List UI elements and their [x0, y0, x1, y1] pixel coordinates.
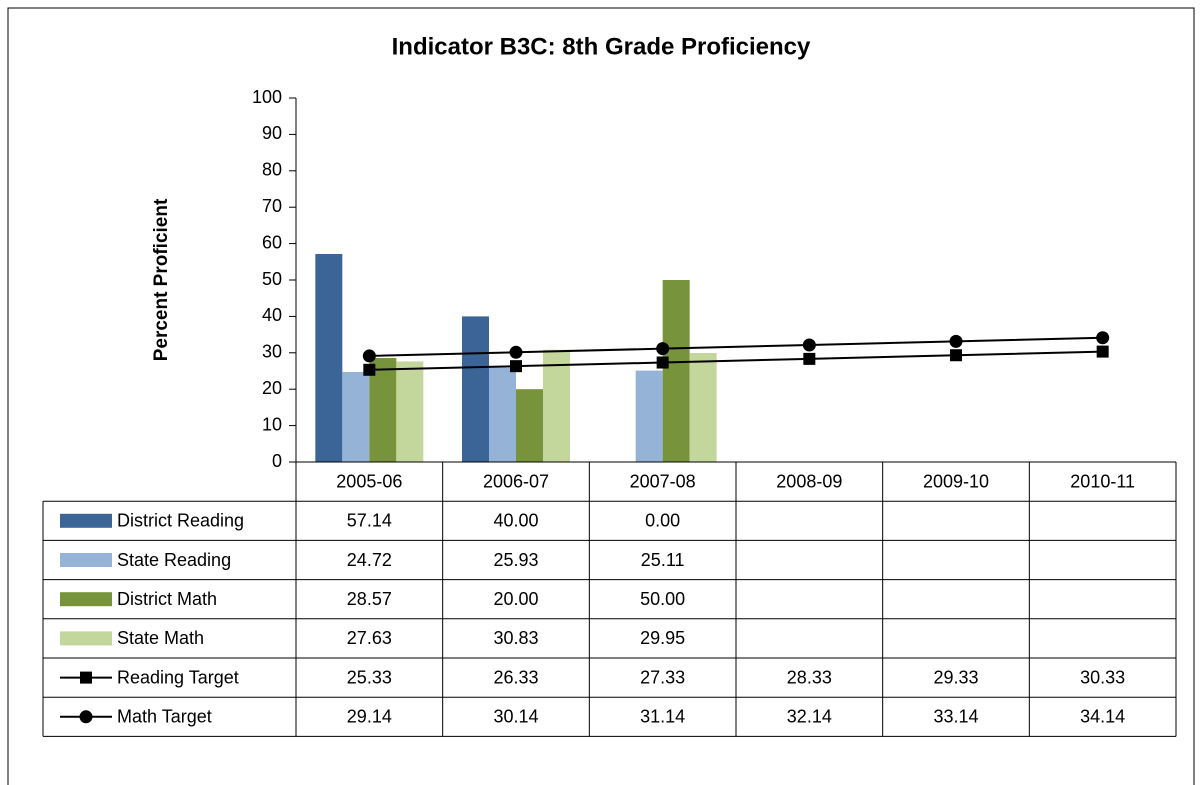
square-marker [950, 349, 962, 362]
circle-marker [802, 338, 816, 352]
legend-swatch [60, 553, 112, 567]
y-tick-label: 10 [262, 414, 282, 434]
x-tick-label: 2005-06 [336, 471, 402, 491]
x-tick-label: 2007-08 [630, 471, 696, 491]
table-value: 40.00 [493, 511, 538, 531]
y-tick-label: 60 [262, 232, 282, 252]
x-tick-label: 2009-10 [923, 471, 989, 491]
table-value: 31.14 [640, 707, 685, 727]
table-value: 30.14 [493, 707, 538, 727]
y-tick-label: 80 [262, 160, 282, 180]
square-marker [363, 363, 376, 376]
table-value: 32.14 [787, 707, 832, 727]
bar [516, 389, 543, 462]
table-value: 50.00 [640, 589, 685, 609]
legend-swatch [60, 592, 112, 607]
chart-title: Indicator B3C: 8th Grade Proficiency [392, 33, 811, 60]
circle-marker [362, 349, 376, 363]
table-value: 30.83 [493, 628, 538, 648]
legend-marker [79, 710, 93, 724]
target-line [369, 336, 1103, 357]
circle-marker [509, 345, 523, 359]
bar [689, 352, 717, 462]
x-tick-label: 2008-09 [776, 471, 842, 491]
legend-label: District Math [117, 589, 217, 609]
y-tick-label: 70 [262, 196, 282, 216]
circle-marker [656, 342, 670, 356]
bar [635, 370, 663, 462]
table-value: 57.14 [347, 511, 392, 531]
table-value: 26.33 [493, 667, 538, 687]
bar [489, 367, 516, 462]
y-tick-label: 100 [252, 87, 282, 107]
square-marker [510, 360, 522, 373]
legend-label: State Reading [117, 550, 231, 570]
table-value: 28.57 [347, 589, 392, 609]
y-axis-title: Percent Proficient [151, 198, 172, 361]
table-value: 33.14 [933, 707, 978, 727]
table-value: 0.00 [645, 511, 680, 531]
table-value: 25.11 [641, 550, 685, 570]
table-value: 27.33 [640, 667, 685, 687]
y-tick-label: 30 [262, 342, 282, 362]
legend-label: Math Target [117, 707, 212, 727]
circle-marker [1096, 331, 1110, 345]
legend-label: Reading Target [117, 667, 239, 687]
table-value: 25.33 [347, 667, 392, 687]
bar [342, 372, 370, 462]
table-value: 34.14 [1080, 707, 1125, 727]
y-tick-label: 40 [262, 305, 282, 325]
y-tick-label: 50 [262, 269, 282, 289]
bar [662, 280, 690, 462]
target-line [369, 350, 1103, 371]
x-tick-label: 2006-07 [483, 471, 549, 491]
bar [543, 349, 570, 462]
legend-label: District Reading [117, 511, 244, 531]
legend-label: State Math [117, 628, 204, 648]
table-value: 29.33 [933, 667, 978, 687]
table-value: 29.14 [347, 707, 392, 727]
bar [396, 361, 424, 462]
y-tick-label: 0 [272, 451, 282, 471]
square-marker [1096, 345, 1109, 358]
legend-marker [80, 671, 92, 684]
legend-swatch [60, 631, 112, 646]
square-marker [803, 352, 816, 365]
table-value: 28.33 [787, 667, 832, 687]
x-tick-label: 2010-11 [1070, 471, 1135, 491]
bar [462, 316, 489, 462]
y-tick-label: 90 [262, 123, 282, 143]
y-tick-label: 20 [262, 378, 282, 398]
legend-swatch [60, 513, 112, 528]
table-value: 24.72 [347, 550, 392, 570]
table-value: 27.63 [347, 628, 392, 648]
bar [315, 254, 343, 462]
table-value: 30.33 [1080, 667, 1125, 687]
square-marker [656, 356, 669, 369]
circle-marker [949, 334, 963, 348]
chart-border [7, 7, 1195, 785]
table-value: 20.00 [493, 589, 538, 609]
table-value: 29.95 [640, 628, 685, 648]
table-value: 25.93 [493, 550, 538, 570]
